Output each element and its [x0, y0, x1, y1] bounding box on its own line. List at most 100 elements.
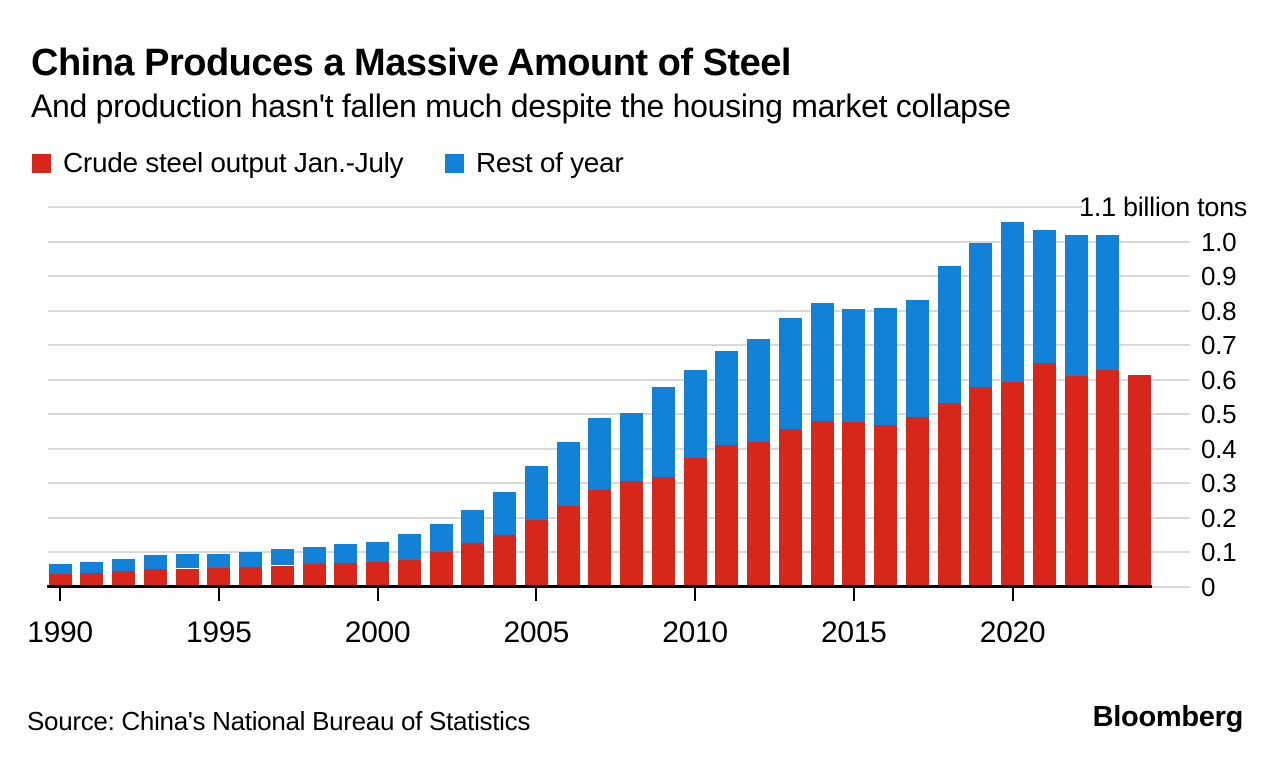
bar-jan-july-2017 — [905, 416, 929, 587]
x-axis-label-2010: 2010 — [662, 616, 728, 649]
legend-label-jan-july: Crude steel output Jan.-July — [63, 147, 404, 178]
bar-jan-july-2023 — [1096, 370, 1120, 587]
bar-jan-july-2004 — [493, 534, 516, 587]
bar-rest-of-year-1994 — [175, 554, 199, 569]
bar-jan-july-2013 — [778, 428, 802, 587]
bar-jan-july-2019 — [969, 387, 993, 587]
bar-rest-of-year-2004 — [493, 492, 516, 535]
bar-jan-july-1993 — [143, 568, 167, 587]
bar-jan-july-1996 — [239, 566, 262, 587]
gridline-0.1 — [48, 551, 1190, 553]
y-axis-label-0.4: 0.4 — [1201, 433, 1237, 464]
bar-rest-of-year-1995 — [207, 553, 231, 568]
gridline-0.5 — [48, 413, 1190, 415]
bar-rest-of-year-2001 — [397, 534, 421, 560]
bar-jan-july-2020 — [1001, 381, 1024, 587]
y-axis-label-0.8: 0.8 — [1201, 295, 1237, 326]
bar-rest-of-year-2003 — [461, 509, 485, 544]
bar-jan-july-2002 — [429, 551, 453, 587]
gridline-0.8 — [48, 309, 1190, 312]
y-axis-label-0.5: 0.5 — [1201, 399, 1237, 429]
bloomberg-logo: Bloomberg — [1092, 701, 1244, 733]
y-axis-unit-label: 1.1 billion tons — [1079, 192, 1247, 222]
y-axis-label-0.9: 0.9 — [1201, 261, 1237, 291]
y-axis-label-0.2: 0.2 — [1201, 502, 1237, 533]
bar-rest-of-year-1993 — [143, 555, 167, 569]
bar-rest-of-year-2006 — [556, 441, 580, 506]
bar-rest-of-year-2000 — [366, 542, 389, 562]
gridline-0.7 — [48, 344, 1190, 346]
bar-rest-of-year-2010 — [683, 370, 707, 459]
bar-rest-of-year-2019 — [969, 242, 993, 388]
bar-rest-of-year-2013 — [778, 317, 802, 429]
legend-swatch-blue — [445, 153, 464, 173]
bar-rest-of-year-2015 — [842, 309, 866, 423]
legend-item-jan-july: Crude steel output Jan.-July — [32, 147, 404, 179]
bar-jan-july-1992 — [112, 571, 135, 587]
x-axis-label-2005: 2005 — [503, 616, 570, 649]
gridline-1.0 — [48, 240, 1190, 243]
gridline-0.9 — [48, 275, 1190, 277]
bar-rest-of-year-1996 — [239, 551, 262, 567]
gridline-0.6 — [48, 378, 1190, 381]
y-axis-label-0: 0 — [1201, 571, 1216, 602]
bar-rest-of-year-2022 — [1064, 235, 1088, 377]
bar-jan-july-2000 — [366, 561, 389, 587]
x-axis-line — [47, 585, 1152, 588]
bar-jan-july-2021 — [1032, 362, 1056, 587]
bar-rest-of-year-2014 — [810, 302, 834, 421]
bar-jan-july-2015 — [842, 422, 866, 587]
bar-rest-of-year-1992 — [112, 558, 135, 571]
x-axis-label-2020: 2020 — [979, 616, 1046, 649]
x-axis-tick-2020 — [1011, 588, 1014, 601]
bar-rest-of-year-2008 — [620, 413, 643, 481]
bar-jan-july-1997 — [270, 565, 294, 587]
bar-jan-july-2009 — [651, 477, 675, 587]
bar-jan-july-2011 — [715, 445, 739, 587]
bar-rest-of-year-1991 — [80, 562, 104, 573]
bar-rest-of-year-2011 — [715, 350, 739, 446]
bar-jan-july-1995 — [207, 567, 231, 587]
chart-subtitle: And production hasn't fallen much despit… — [31, 88, 1011, 124]
x-axis-tick-2005 — [535, 588, 538, 601]
bar-jan-july-2024 — [1128, 374, 1151, 587]
gridline-0.3 — [48, 482, 1190, 484]
bar-jan-july-2006 — [556, 505, 580, 587]
bar-jan-july-1991 — [80, 572, 104, 587]
legend-item-rest-of-year: Rest of year — [445, 147, 624, 179]
bar-rest-of-year-2018 — [937, 266, 961, 403]
legend-label-rest-of-year: Rest of year — [476, 147, 624, 178]
bar-rest-of-year-2007 — [588, 417, 612, 490]
x-axis-tick-1990 — [59, 588, 61, 601]
gridline-1.1 — [48, 206, 1082, 208]
bar-jan-july-2018 — [937, 402, 961, 587]
bar-rest-of-year-2021 — [1032, 230, 1056, 363]
bar-jan-july-1998 — [302, 564, 326, 587]
x-axis-tick-2010 — [694, 588, 696, 601]
bar-rest-of-year-1998 — [302, 547, 326, 565]
bar-rest-of-year-2023 — [1096, 234, 1120, 371]
bar-jan-july-2003 — [461, 543, 485, 587]
gridline-0.4 — [48, 447, 1190, 450]
source-text: Source: China's National Bureau of Stati… — [27, 706, 531, 736]
x-axis-label-2015: 2015 — [821, 616, 887, 649]
x-axis-label-2000: 2000 — [344, 616, 411, 649]
y-axis-label-1.0: 1.0 — [1201, 226, 1237, 257]
x-axis-tick-2000 — [376, 588, 379, 601]
bar-jan-july-2005 — [524, 519, 548, 587]
bar-rest-of-year-1999 — [334, 543, 358, 563]
bar-rest-of-year-2020 — [1001, 221, 1024, 382]
y-axis-label-0.3: 0.3 — [1201, 468, 1237, 498]
x-axis-label-1990: 1990 — [27, 616, 93, 649]
bar-jan-july-2001 — [397, 559, 421, 587]
bar-jan-july-1994 — [175, 568, 199, 587]
bar-rest-of-year-1997 — [270, 548, 294, 566]
chart-title: China Produces a Massive Amount of Steel — [31, 42, 791, 84]
bar-jan-july-2007 — [588, 489, 612, 587]
bar-rest-of-year-1990 — [48, 563, 72, 574]
gridline-0.2 — [48, 516, 1190, 519]
bar-jan-july-2022 — [1064, 376, 1088, 587]
bar-rest-of-year-2002 — [429, 523, 453, 552]
